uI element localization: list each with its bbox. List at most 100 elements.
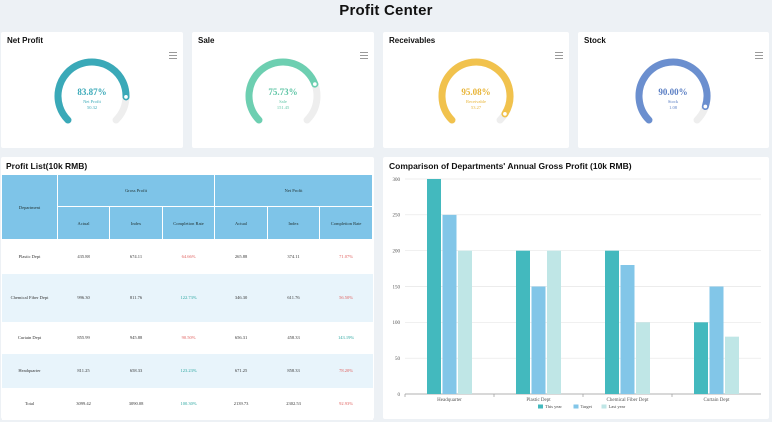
gross-index-cell: 3090.08	[109, 387, 163, 420]
gauge-pointer	[122, 93, 130, 101]
header-completion-rate: Completion Rate	[161, 206, 216, 240]
gauge-label: Net Profit	[83, 99, 101, 104]
bar-chart: 0 50 100 150 200 250 300 Headquarter Plastic Dep…	[393, 178, 761, 409]
y-tick-label: 300	[393, 178, 401, 183]
legend-swatch	[601, 404, 607, 409]
gross-rate-cell: 123.23%	[162, 353, 215, 388]
menu-icon[interactable]	[360, 52, 368, 59]
page-title: Profit Center	[339, 2, 433, 19]
net-rate-cell: 92.93%	[319, 387, 373, 420]
legend-swatch	[538, 404, 543, 409]
header-actual: Actual	[214, 206, 269, 240]
gauge-value: 50.32	[86, 105, 98, 110]
gross-rate-cell: 64.66%	[162, 239, 215, 274]
card-title: Sale	[198, 36, 215, 45]
sale-card: Sale 75.73% Sale 151.45	[192, 32, 374, 148]
header-department: Department	[1, 174, 58, 240]
gross-index-cell: 811.76	[109, 273, 163, 322]
department-cell: Chemical Fiber Dept	[1, 273, 58, 322]
y-tick-label: 0	[398, 393, 401, 398]
card-title: Net Profit	[7, 36, 43, 45]
table-row: Curtain Dept 855.99 945.88 90.50% 656.31 458.…	[1, 321, 373, 354]
net-rate-cell: 71.07%	[319, 239, 373, 274]
stock-card: Stock 90.00% Stock 1.08	[578, 32, 769, 148]
card-title: Receivables	[389, 36, 436, 45]
gauge-percent: 90.00%	[658, 87, 688, 97]
gauge-value: 53.27	[470, 105, 482, 110]
net-index-cell: 611.76	[267, 273, 320, 322]
legend-swatch	[573, 404, 579, 409]
net-profit-card: Net Profit 83.87% Net Profit 50.32	[1, 32, 183, 148]
receivables-card: Receivables 95.08% Receivable 53.27	[383, 32, 569, 148]
gross-rate-cell: 100.30%	[162, 387, 215, 420]
x-tick-label: Plastic Dept	[526, 398, 551, 403]
net-index-cell: 2302.53	[267, 387, 320, 420]
legend-label: This year	[545, 404, 562, 409]
receivables-gauge	[438, 58, 514, 124]
gauge-pointer	[701, 103, 709, 110]
header-completion-rate: Completion Rate	[319, 206, 374, 240]
bar-this-year	[605, 250, 619, 394]
x-tick-label: Curtain Dept	[704, 398, 731, 403]
y-tick-label: 100	[393, 321, 401, 326]
bar-this-year	[516, 250, 530, 394]
gauge-value: 151.45	[276, 105, 290, 110]
net-rate-cell: 78.20%	[319, 353, 373, 388]
bar-last-year	[636, 322, 650, 394]
net-rate-cell: 56.50%	[319, 273, 373, 322]
net-actual-cell: 265.88	[214, 239, 268, 274]
net-actual-cell: 346.30	[214, 273, 268, 322]
gauge-percent: 75.73%	[268, 87, 298, 97]
menu-icon[interactable]	[755, 52, 763, 59]
gross-rate-cell: 90.50%	[162, 321, 215, 354]
table-row: Headquarter 811.25 658.33 123.23% 671.25 858.…	[1, 353, 373, 388]
gross-actual-cell: 855.99	[57, 321, 110, 354]
menu-icon[interactable]	[555, 52, 563, 59]
gauge-pointer	[311, 80, 319, 88]
net-index-cell: 374.11	[267, 239, 320, 274]
y-tick-label: 150	[393, 285, 401, 290]
net-index-cell: 858.33	[267, 353, 320, 388]
bar-target	[709, 286, 724, 394]
bar-target	[531, 286, 546, 394]
gross-index-cell: 658.33	[109, 353, 163, 388]
net-actual-cell: 2139.73	[214, 387, 268, 420]
department-cell: Total	[1, 387, 58, 420]
bar-last-year	[547, 250, 561, 394]
chart-title: Comparison of Departments' Annual Gross …	[389, 161, 632, 171]
gross-actual-cell: 435.88	[57, 239, 110, 274]
stock-gauge	[635, 58, 711, 124]
bar-target	[442, 214, 457, 394]
y-tick-label: 200	[393, 249, 401, 254]
table-row: Total 3099.42 3090.08 100.30% 2139.73 2302.53…	[1, 387, 373, 420]
gauge-label: Sale	[279, 99, 287, 104]
net-actual-cell: 671.25	[214, 353, 268, 388]
gross-actual-cell: 996.30	[57, 273, 110, 322]
department-cell: Plastic Dept	[1, 239, 58, 274]
gauge-percent: 83.87%	[77, 87, 107, 97]
gauge-label: Receivable	[466, 99, 486, 104]
table-row: Plastic Dept 435.88 674.11 64.66% 265.88 374.…	[1, 239, 373, 274]
x-tick-label: Headquarter	[437, 398, 462, 403]
menu-icon[interactable]	[169, 52, 177, 59]
header-index: Index	[109, 206, 163, 240]
gross-actual-cell: 3099.42	[57, 387, 110, 420]
profit-table: Department Gross Profit Net Profit Actua…	[1, 174, 374, 420]
gauge-progress-arc	[635, 58, 711, 124]
bar-this-year	[694, 322, 708, 394]
gauge-progress-arc	[438, 58, 514, 124]
bar-this-year	[427, 179, 441, 394]
header-net-profit: Net Profit	[214, 174, 374, 207]
y-tick-label: 250	[393, 214, 401, 219]
gross-profit-chart-card: Comparison of Departments' Annual Gross …	[383, 157, 769, 419]
table-row: Chemical Fiber Dept 996.30 811.76 122.73% 34…	[1, 273, 373, 322]
x-tick-label: Chemical Fiber Dept	[607, 398, 650, 403]
header-gross-profit: Gross Profit	[56, 174, 216, 207]
header-index: Index	[267, 206, 321, 240]
bar-last-year	[725, 336, 739, 394]
net-index-cell: 458.33	[267, 321, 320, 354]
sale-gauge	[245, 58, 321, 124]
card-title: Stock	[584, 36, 606, 45]
header-actual: Actual	[57, 206, 110, 240]
department-cell: Curtain Dept	[1, 321, 58, 354]
